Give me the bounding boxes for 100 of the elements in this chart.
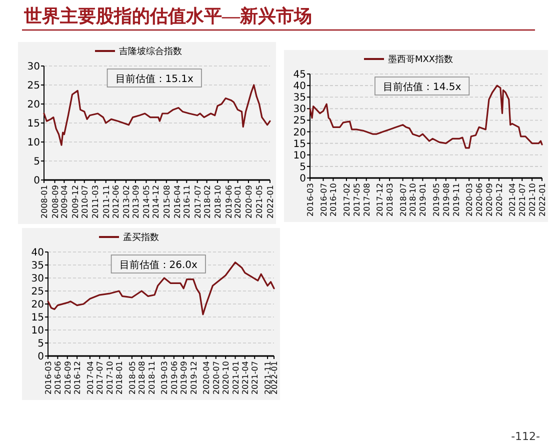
x-tick-label: 2017-12 <box>376 183 385 216</box>
y-tick-label: 20 <box>31 300 44 310</box>
y-tick-label: 25 <box>293 116 306 127</box>
x-tick-label: 2019-03 <box>160 361 170 394</box>
x-tick-label: 2014-05 <box>142 185 152 218</box>
y-tick-label: 20 <box>293 127 306 138</box>
x-tick-label: 2013-09 <box>131 185 140 218</box>
x-tick-label: 2016-12 <box>73 361 82 394</box>
x-tick-label: 2011-03 <box>91 185 100 218</box>
x-tick-label: 2017-05 <box>352 183 362 216</box>
x-tick-label: 2019-09 <box>180 361 189 394</box>
x-tick-label: 2016-07 <box>319 183 328 216</box>
text: -112- <box>511 430 540 443</box>
x-tick-label: 2009-12 <box>70 185 80 218</box>
x-tick-label: 2016-06 <box>54 361 63 394</box>
x-tick-label: 2008-09 <box>50 185 60 218</box>
x-tick-label: 2020-12 <box>494 183 504 216</box>
x-tick-label: 2019-06 <box>224 185 234 218</box>
y-tick-label: 20 <box>27 100 40 110</box>
y-tick-label: 25 <box>31 286 44 298</box>
y-tick-label: 0 <box>38 352 44 362</box>
y-tick-label: 30 <box>31 274 44 284</box>
x-tick-label: 2016-04 <box>173 185 182 218</box>
x-tick-label: 2022-01 <box>538 183 547 216</box>
x-tick-label: 2016-11 <box>182 185 192 218</box>
x-tick-label: 2018-10 <box>214 185 223 218</box>
legend-label: 墨西哥MXX指数 <box>388 54 454 65</box>
x-tick-label: 2020-04 <box>202 361 212 394</box>
y-tick-label: 15 <box>27 118 40 130</box>
y-tick-label: 35 <box>31 260 44 272</box>
x-tick-label: 2019-01 <box>418 183 428 216</box>
x-tick-label: 2019-11 <box>452 183 461 216</box>
y-tick-label: 40 <box>31 248 44 258</box>
x-tick-label: 2018-07 <box>398 183 408 216</box>
x-tick-label: 2012-06 <box>111 185 120 218</box>
y-tick-label: 30 <box>293 104 306 116</box>
x-tick-label: 2016-09 <box>63 361 72 394</box>
line-series <box>47 262 275 316</box>
y-tick-label: 40 <box>293 81 306 92</box>
x-tick-label: 2016-10 <box>329 183 338 216</box>
x-tick-label: 2017-07 <box>96 361 105 394</box>
y-tick-label: 0 <box>300 174 306 184</box>
x-tick-label: 2019-05 <box>432 183 441 216</box>
y-tick-label: 10 <box>27 138 40 148</box>
x-tick-label: 2019-12 <box>189 361 198 394</box>
x-tick-label: 2017-07 <box>193 185 202 218</box>
x-tick-label: 2021-05 <box>255 185 264 218</box>
x-tick-label: 2016-03 <box>306 183 315 216</box>
x-tick-label: 2017-04 <box>86 361 95 394</box>
x-tick-label: 2020-10 <box>222 361 231 394</box>
y-tick-label: 15 <box>293 138 306 150</box>
y-tick-label: 15 <box>31 312 44 324</box>
x-tick-label: 2018-08 <box>138 361 147 394</box>
x-tick-label: 2015-08 <box>162 185 172 218</box>
x-tick-label: 2020-07 <box>212 361 221 394</box>
y-tick-label: 35 <box>293 92 306 104</box>
x-tick-label: 2017-02 <box>342 183 352 216</box>
y-tick-label: 5 <box>34 156 40 168</box>
x-tick-label: 2018-01 <box>115 361 124 394</box>
annotation: 目前估值：26.0x <box>119 259 198 271</box>
x-tick-label: 2009-04 <box>60 185 70 218</box>
x-tick-label: 2014-12 <box>152 185 161 218</box>
x-tick-label: 2018-03 <box>386 183 395 216</box>
x-tick-label: 2022-01 <box>270 361 279 394</box>
y-tick-label: 10 <box>293 150 306 162</box>
x-tick-label: 2020-09 <box>484 183 494 216</box>
x-tick-label: 2011-11 <box>102 185 111 218</box>
annotation: 目前估值：14.5x <box>382 81 462 93</box>
y-tick-label: 45 <box>293 70 306 80</box>
x-tick-label: 2013-02 <box>122 185 132 218</box>
legend-label: 孟买指数 <box>123 232 159 243</box>
x-tick-label: 2010-07 <box>80 185 90 218</box>
x-tick-label: 2021-01 <box>231 361 240 394</box>
x-tick-label: 2021-04 <box>508 183 518 216</box>
legend-label: 吉隆坡综合指数 <box>119 46 182 57</box>
x-tick-label: 2019-08 <box>442 183 451 216</box>
x-tick-label: 2022-01 <box>266 185 275 218</box>
x-tick-label: 2008-01 <box>40 185 49 218</box>
y-tick-label: 10 <box>31 326 44 336</box>
x-tick-label: 2020-09 <box>244 185 254 218</box>
y-tick-label: 0 <box>34 176 40 186</box>
x-tick-label: 2021-07 <box>518 183 528 216</box>
y-tick-label: 30 <box>27 62 40 72</box>
x-tick-label: 2021-10 <box>528 183 538 216</box>
x-tick-label: 2017-10 <box>105 361 114 394</box>
y-tick-label: 25 <box>27 80 40 92</box>
annotation: 目前估值：15.1x <box>115 73 194 85</box>
x-tick-label: 2016-03 <box>44 361 53 394</box>
x-tick-label: 2018-05 <box>128 361 137 394</box>
line-series <box>43 84 271 146</box>
x-tick-label: 2018-02 <box>202 185 212 218</box>
x-tick-label: 2020-06 <box>475 183 484 216</box>
x-tick-label: 2021-04 <box>240 361 250 394</box>
x-tick-label: 2018-10 <box>408 183 418 216</box>
x-tick-label: 2021-07 <box>250 361 260 394</box>
x-tick-label: 2018-11 <box>147 361 156 394</box>
x-tick-label: 2020-03 <box>465 183 474 216</box>
x-tick-label: 2017-08 <box>362 183 372 216</box>
y-tick-label: 5 <box>38 338 44 350</box>
y-tick-label: 5 <box>300 162 306 173</box>
